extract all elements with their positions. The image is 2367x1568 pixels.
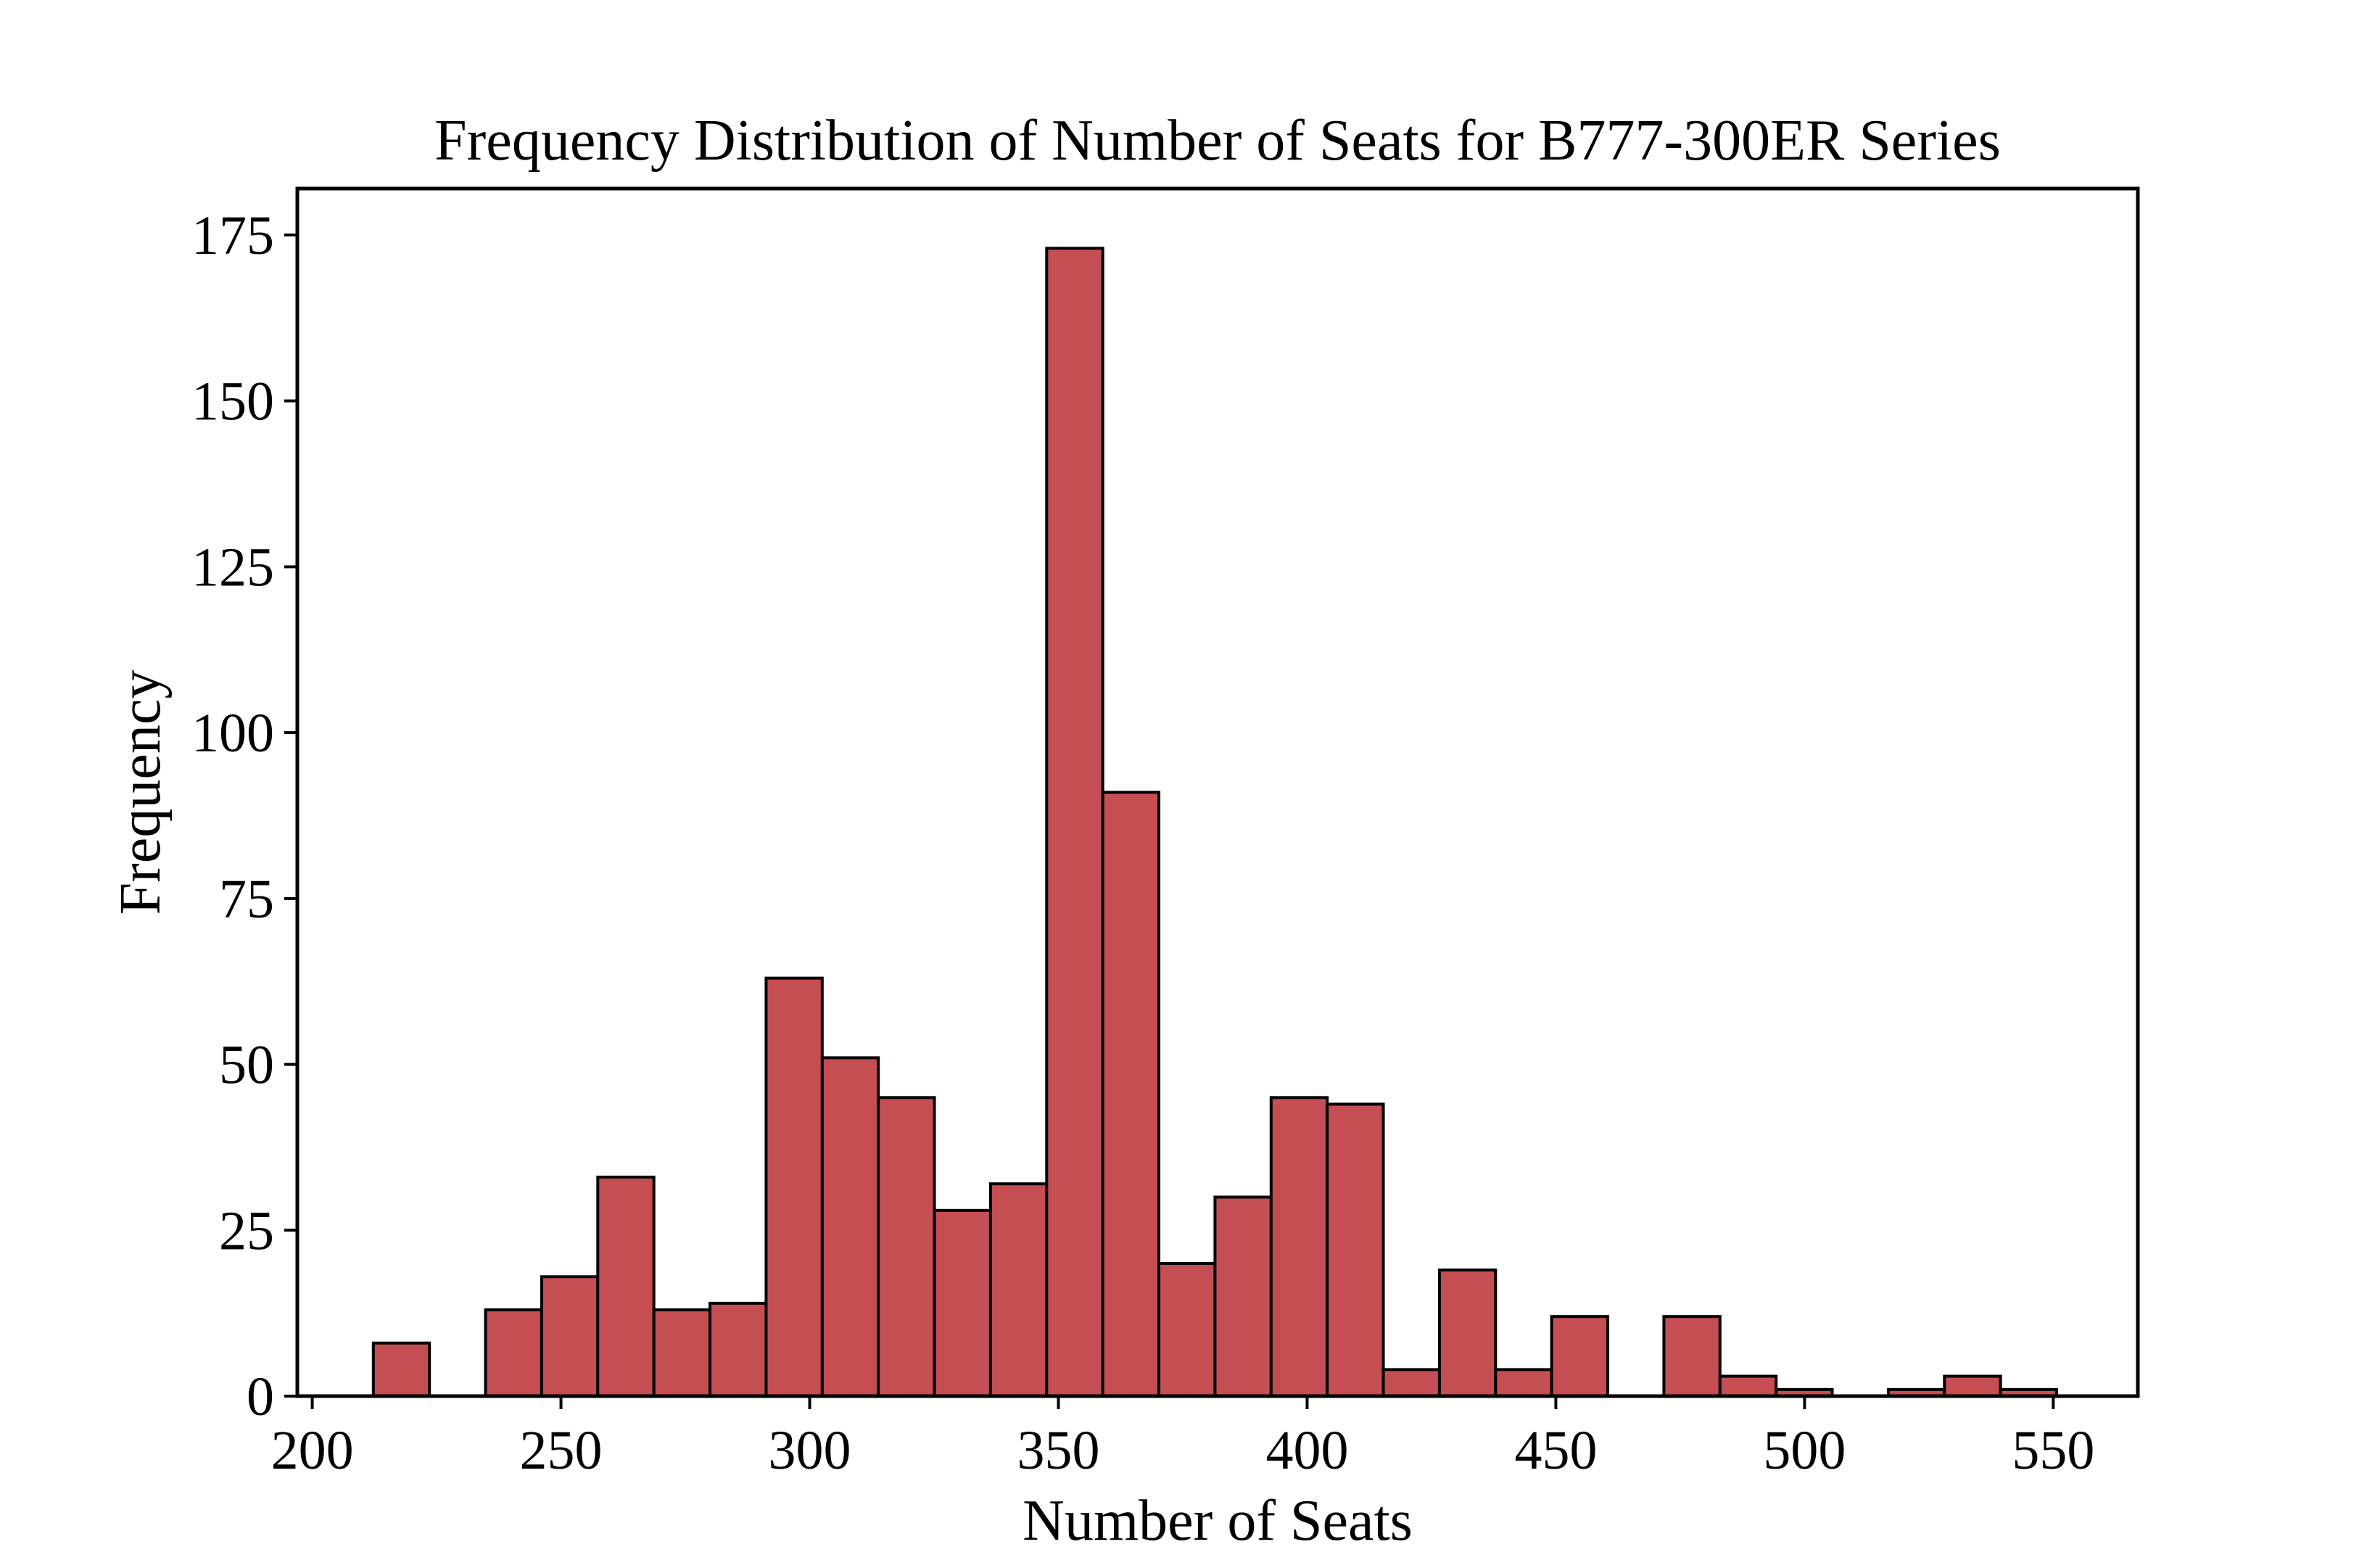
histogram-bar bbox=[1662, 1315, 1722, 1398]
x-axis-label: Number of Seats bbox=[1023, 1489, 1413, 1553]
y-tick-label: 75 bbox=[219, 869, 274, 930]
histogram-bar bbox=[596, 1176, 656, 1398]
y-tick-label: 125 bbox=[191, 537, 274, 598]
histogram-bar bbox=[1381, 1368, 1441, 1398]
histogram-bar bbox=[1045, 247, 1104, 1398]
histogram-bar bbox=[1326, 1102, 1385, 1398]
histogram-bar bbox=[1269, 1096, 1329, 1398]
histogram-bar bbox=[1550, 1315, 1610, 1398]
histogram-bar bbox=[540, 1275, 600, 1398]
histogram-bar bbox=[764, 976, 824, 1398]
histogram-bar bbox=[1718, 1374, 1778, 1398]
bars-layer bbox=[371, 247, 2059, 1398]
histogram-bar bbox=[933, 1208, 992, 1398]
plot-frame bbox=[295, 186, 2140, 1398]
y-tick-label: 25 bbox=[219, 1200, 274, 1261]
histogram-bar bbox=[1213, 1195, 1273, 1398]
histogram-bar bbox=[1943, 1374, 2002, 1398]
ticks-layer: 200 250 300 350 400 450 500 550 0 25 50 75 100 125 150… bbox=[191, 205, 2094, 1481]
chart-title: Frequency Distribution of Number of Seat… bbox=[434, 109, 2001, 173]
histogram-bar bbox=[1494, 1368, 1553, 1398]
histogram-bar bbox=[709, 1301, 768, 1398]
x-tick-label: 450 bbox=[1514, 1420, 1597, 1481]
x-tick-label: 250 bbox=[520, 1420, 603, 1481]
x-tick-label: 300 bbox=[769, 1420, 851, 1481]
histogram-bar bbox=[652, 1308, 712, 1398]
y-tick-label: 175 bbox=[191, 205, 274, 266]
histogram-bar bbox=[1101, 791, 1161, 1398]
x-tick-label: 350 bbox=[1017, 1420, 1099, 1481]
y-tick-label: 150 bbox=[191, 371, 274, 432]
y-tick-label: 0 bbox=[247, 1366, 274, 1427]
histogram-bar bbox=[877, 1096, 936, 1398]
x-tick-label: 500 bbox=[1763, 1420, 1846, 1481]
y-tick-label: 50 bbox=[219, 1035, 274, 1096]
x-tick-label: 550 bbox=[2012, 1420, 2094, 1481]
x-tick-label: 200 bbox=[271, 1420, 354, 1481]
x-tick-label: 400 bbox=[1265, 1420, 1348, 1481]
histogram-bar bbox=[1437, 1268, 1498, 1398]
histogram-bar bbox=[820, 1056, 880, 1398]
histogram-bar bbox=[988, 1182, 1049, 1398]
histogram-bar bbox=[1157, 1262, 1217, 1398]
histogram-bar bbox=[484, 1308, 543, 1398]
y-tick-label: 100 bbox=[191, 703, 274, 764]
histogram-bar bbox=[371, 1341, 431, 1398]
y-axis-label: Frequency bbox=[109, 670, 173, 915]
